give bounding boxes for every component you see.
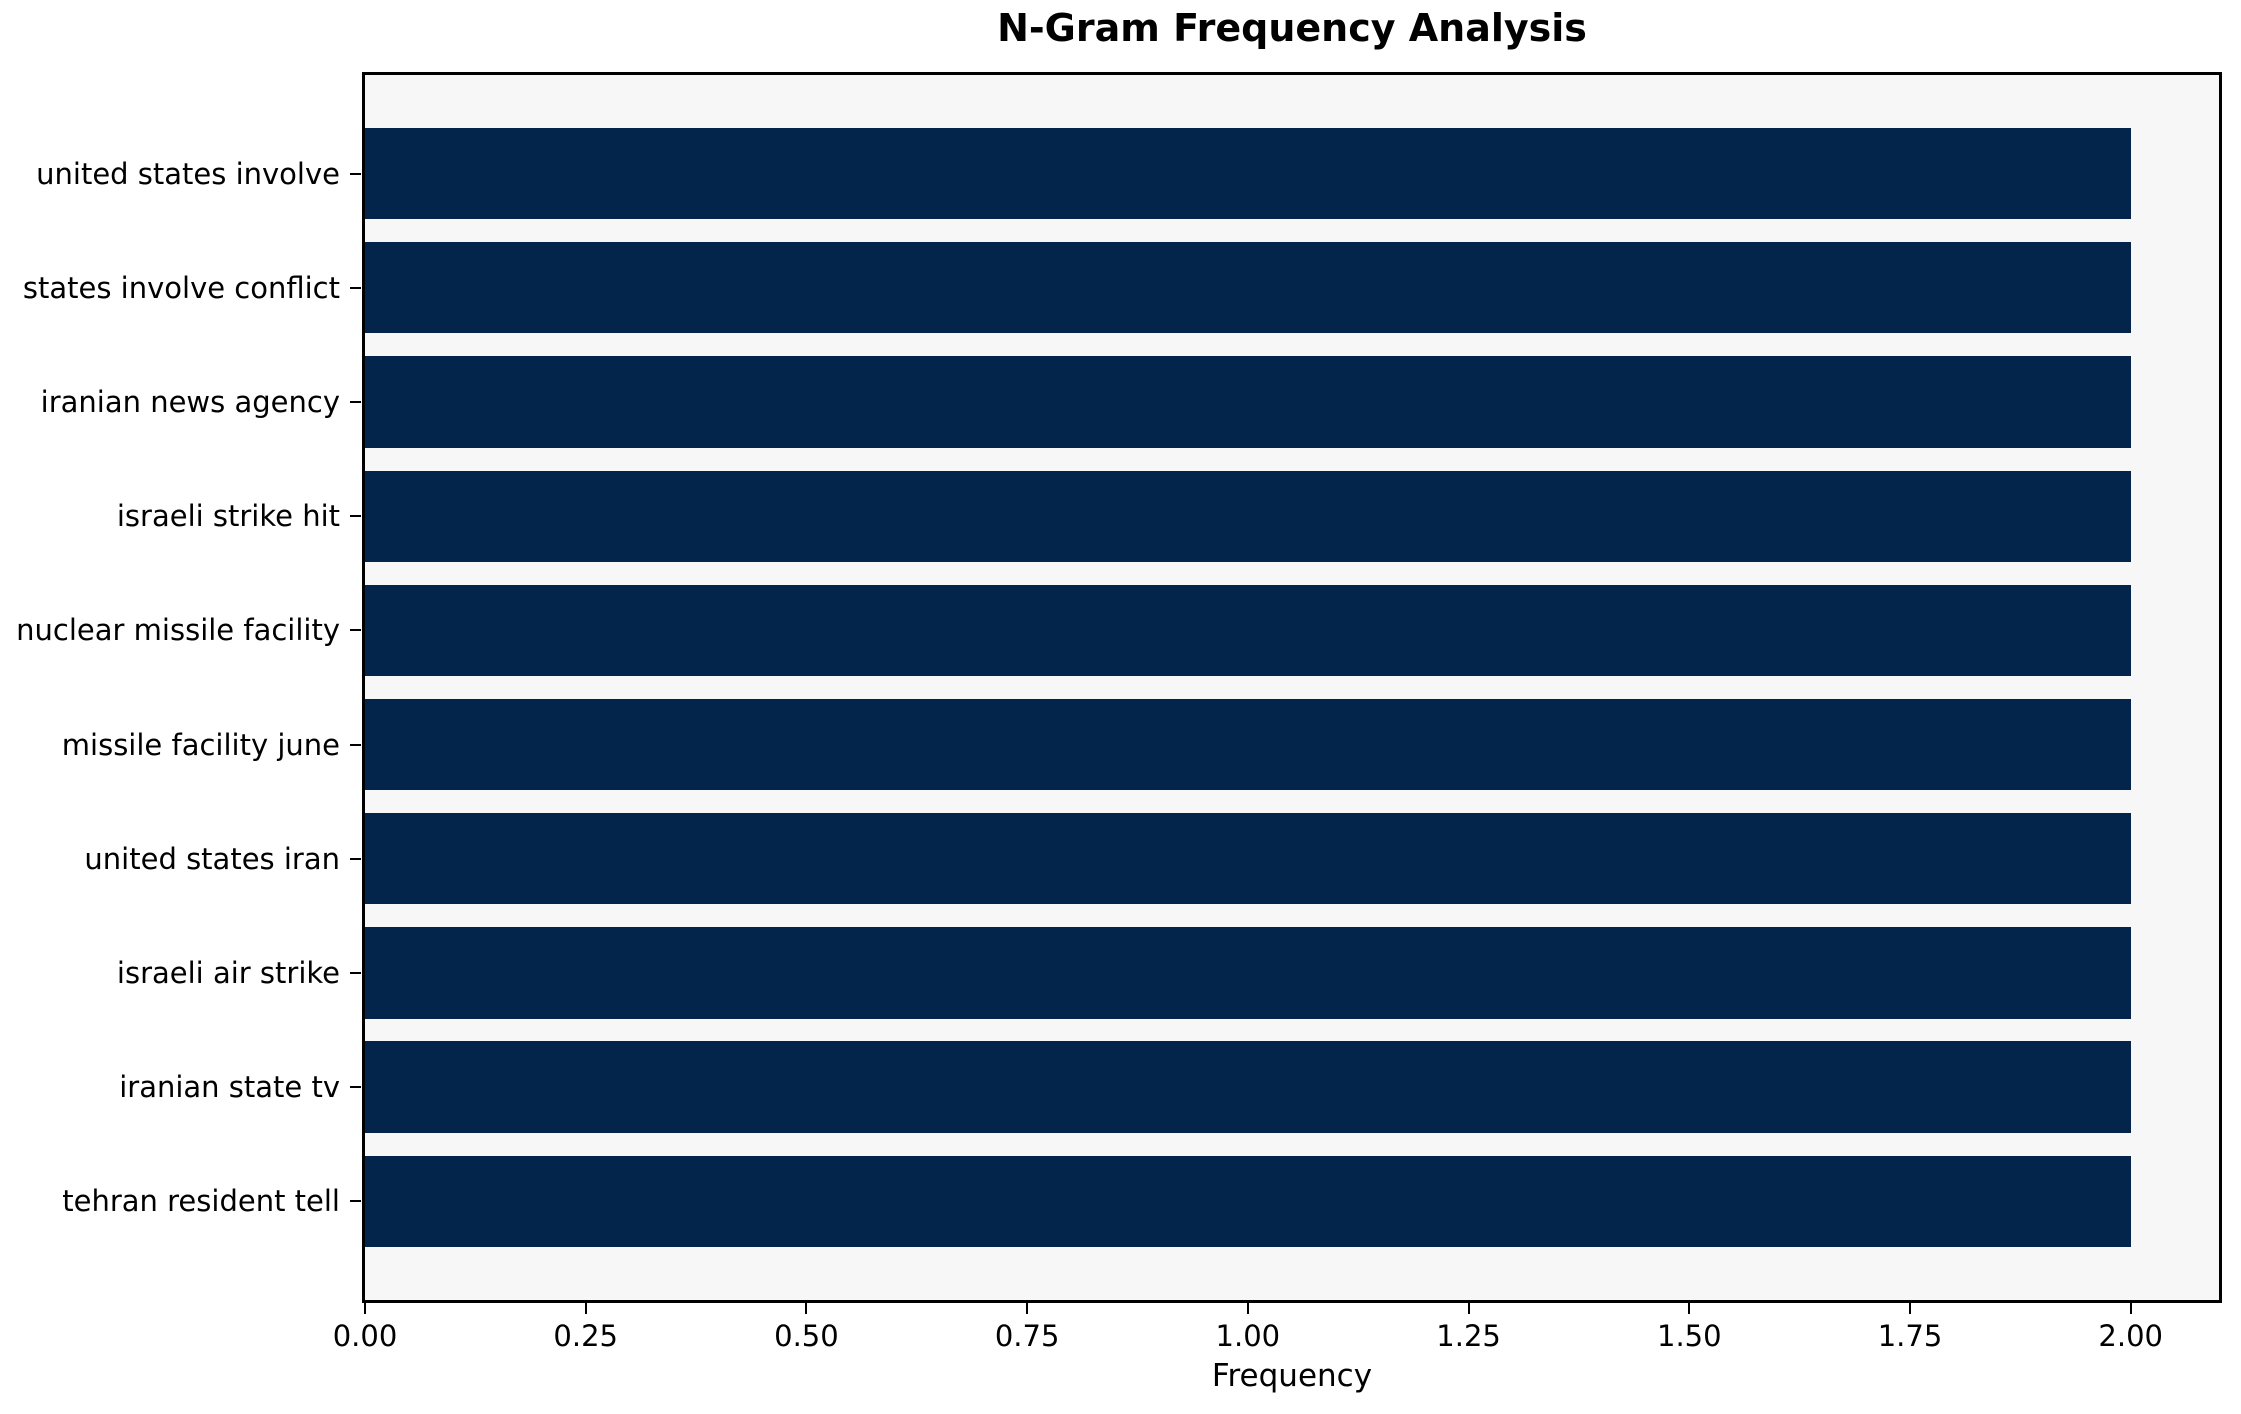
y-tick-label: iranian state tv (119, 1070, 340, 1105)
y-tick-label: united states involve (36, 156, 340, 191)
chart-title: N-Gram Frequency Analysis (997, 6, 1587, 50)
y-tick-mark (350, 401, 361, 404)
y-tick-mark (350, 857, 361, 860)
x-tick-mark (584, 1303, 587, 1314)
bar (365, 127, 2131, 220)
x-tick-label: 0.25 (553, 1319, 618, 1353)
bar (365, 1041, 2131, 1133)
bar (365, 470, 2131, 562)
plot-area (362, 72, 2222, 1303)
x-tick-label: 2.00 (2098, 1319, 2163, 1353)
y-tick-label: tehran resident tell (62, 1184, 340, 1219)
y-tick-mark (350, 515, 361, 518)
x-tick-mark (364, 1303, 366, 1314)
x-tick-mark (1467, 1303, 1470, 1314)
y-tick-mark (350, 1086, 361, 1089)
bar (365, 356, 2131, 448)
x-tick-mark (1246, 1303, 1249, 1314)
x-tick-label: 1.75 (1877, 1319, 1943, 1353)
y-tick-mark (350, 286, 361, 289)
x-tick-label: 1.50 (1656, 1319, 1722, 1353)
x-axis-label: Frequency (1211, 1358, 1373, 1394)
y-tick-label: nuclear missile facility (16, 613, 340, 648)
y-tick-label: states involve conflict (22, 270, 340, 305)
bar (365, 242, 2131, 334)
x-tick-label: 1.00 (1215, 1319, 1281, 1353)
y-tick-mark (350, 743, 361, 746)
y-tick-label: missile facility june (61, 727, 340, 762)
y-tick-label: israeli air strike (116, 955, 340, 990)
bar (365, 1155, 2131, 1248)
x-tick-mark (2129, 1303, 2132, 1314)
y-tick-mark (350, 1200, 361, 1203)
x-tick-mark (1026, 1303, 1029, 1314)
y-tick-mark (350, 971, 361, 974)
bar (365, 813, 2131, 905)
y-tick-mark (350, 172, 361, 175)
y-tick-label: israeli strike hit (116, 499, 340, 534)
x-tick-label: 0.50 (774, 1319, 839, 1353)
bar (365, 927, 2131, 1019)
y-tick-label: iranian news agency (40, 385, 340, 420)
x-tick-mark (1909, 1303, 1911, 1314)
x-tick-label: 0.00 (332, 1319, 398, 1353)
x-tick-mark (1688, 1303, 1691, 1314)
y-axis: united states involve states involve conf… (0, 72, 340, 1303)
y-tick-label: united states iran (84, 841, 340, 876)
bar (365, 584, 2131, 677)
x-tick-label: 1.25 (1436, 1319, 1501, 1353)
x-tick-label: 0.75 (994, 1319, 1060, 1353)
bar (365, 698, 2131, 791)
y-tick-mark (350, 629, 361, 632)
x-tick-mark (805, 1303, 808, 1314)
